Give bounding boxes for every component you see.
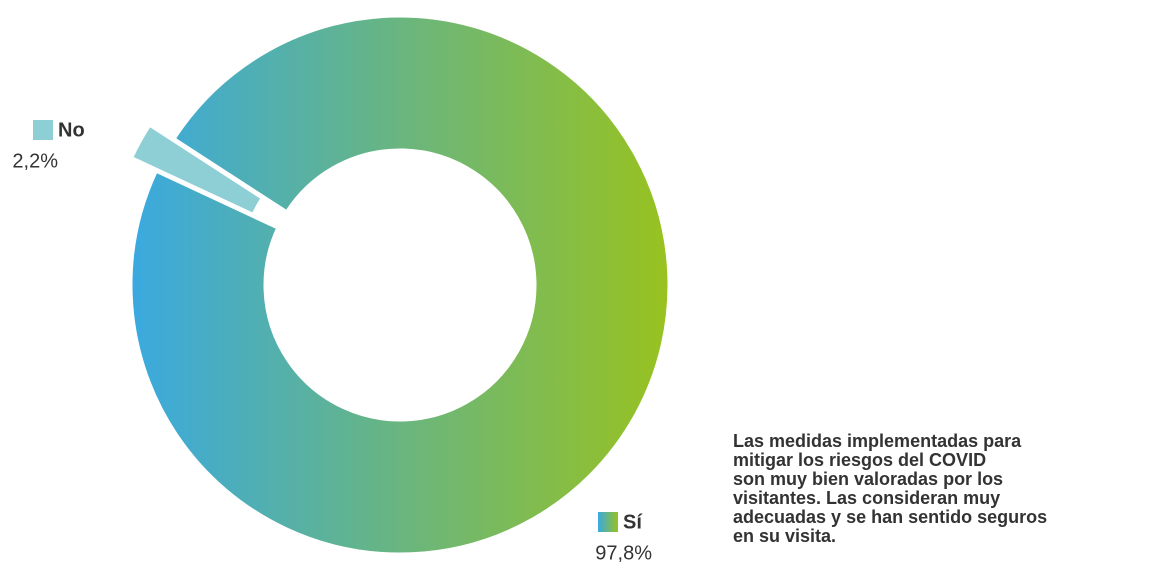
annotation: adecuadas y se han sentido seguros <box>733 507 1047 527</box>
value-label: 2,2% <box>12 150 58 172</box>
annotation: en su visita. <box>733 526 836 546</box>
slice <box>129 123 265 217</box>
annotation: son muy bien valoradas por los <box>733 469 1003 489</box>
annotation: mitigar los riesgos del COVID <box>733 450 986 470</box>
legend-label: Sí <box>623 511 643 533</box>
legend-label: No <box>58 119 85 141</box>
annotation: Las medidas implementadas para <box>733 431 1022 451</box>
value-label: 97,8% <box>595 542 652 564</box>
annotation: visitantes. Las consideran muy <box>733 488 1000 508</box>
slice <box>129 14 671 556</box>
legend-swatch <box>598 512 618 532</box>
legend-swatch <box>33 120 53 140</box>
